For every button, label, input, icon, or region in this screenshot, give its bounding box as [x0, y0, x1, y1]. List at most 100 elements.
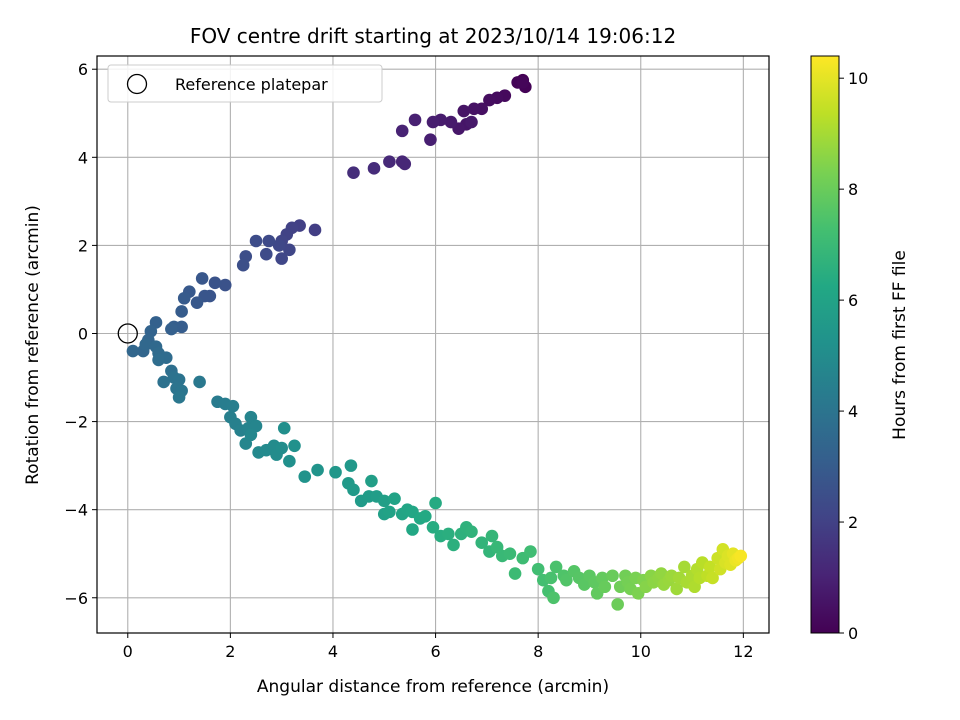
data-point: [467, 102, 481, 116]
legend-box: [107, 64, 383, 103]
data-point: [678, 560, 691, 574]
data-point: [516, 76, 530, 89]
data-point: [308, 223, 322, 237]
x-tick-label: 12: [733, 642, 753, 661]
data-point: [408, 113, 422, 127]
colorbar-tick-label: 8: [848, 180, 858, 199]
data-point: [208, 276, 222, 290]
data-point: [442, 527, 455, 541]
data-point: [419, 509, 432, 523]
data-point: [447, 538, 460, 552]
data-point: [444, 115, 458, 129]
data-point: [249, 234, 263, 248]
data-point: [175, 305, 188, 318]
data-point: [365, 474, 378, 488]
data-point: [670, 582, 683, 596]
data-point: [195, 272, 209, 285]
data-point: [424, 133, 437, 146]
data-point: [547, 591, 560, 605]
data-point: [190, 296, 204, 309]
legend-entry-reference: Reference platepar: [175, 75, 328, 94]
data-point: [152, 353, 165, 367]
y-tick-label: 6: [78, 60, 88, 79]
x-tick-label: 0: [123, 642, 133, 661]
colorbar-tick-label: 10: [848, 69, 868, 88]
data-point: [611, 598, 624, 611]
data-point: [344, 459, 358, 472]
data-point: [193, 375, 206, 389]
data-point: [383, 155, 396, 169]
y-tick-label: 4: [78, 148, 88, 167]
data-point: [277, 421, 291, 435]
data-point: [288, 439, 301, 453]
data-point: [172, 391, 186, 404]
data-point: [272, 239, 286, 252]
data-point: [734, 549, 748, 563]
data-point: [485, 529, 499, 543]
x-tick-label: 2: [225, 642, 235, 661]
data-point: [383, 505, 396, 519]
data-point: [275, 252, 288, 265]
data-point: [426, 520, 440, 534]
data-point: [262, 234, 276, 248]
data-point: [218, 278, 232, 292]
y-axis-label: Rotation from reference (arcmin): [23, 205, 43, 485]
data-point: [606, 569, 619, 583]
x-axis-ticks: 0 2 4 6 8 10 12: [123, 633, 754, 661]
plot-frame: [96, 55, 770, 634]
reference-platepar-point: [117, 323, 138, 344]
data-point: [283, 243, 296, 257]
colorbar-tick-label: 2: [848, 513, 858, 532]
data-point: [398, 157, 412, 171]
data-point: [165, 322, 178, 336]
data-point: [311, 463, 324, 477]
legend-reference-marker: [126, 73, 148, 95]
colorbar-gradient: [810, 55, 840, 634]
reference-marker: [117, 323, 138, 344]
colorbar: 0 2 4 6 8 10 Hours from first FF file: [810, 55, 910, 643]
data-point: [377, 494, 391, 508]
data-point: [126, 344, 140, 358]
data-point: [560, 573, 573, 587]
data-point: [329, 465, 342, 479]
colorbar-tick-label: 0: [848, 624, 858, 643]
data-point: [706, 571, 719, 585]
data-point: [259, 247, 273, 261]
data-point: [549, 560, 563, 574]
data-point: [177, 291, 191, 305]
x-tick-label: 10: [631, 642, 651, 661]
data-point: [503, 547, 517, 561]
data-point: [388, 492, 401, 505]
data-point: [139, 338, 153, 351]
colorbar-tick-label: 6: [848, 291, 858, 310]
x-tick-label: 4: [328, 642, 338, 661]
data-point: [275, 441, 288, 455]
data-point: [465, 525, 478, 538]
data-point: [367, 162, 381, 175]
y-tick-label: 2: [78, 236, 88, 255]
y-tick-label: −4: [64, 501, 88, 520]
data-point: [508, 567, 522, 580]
data-point: [298, 470, 312, 483]
data-point: [426, 115, 440, 129]
data-point: [524, 545, 537, 558]
y-tick-label: −2: [64, 413, 88, 432]
x-axis-label: Angular distance from reference (arcmin): [257, 677, 609, 697]
y-axis-ticks: −6 −4 −2 0 2 4 6: [64, 60, 97, 608]
colorbar-ticks: 0 2 4 6 8 10: [839, 69, 868, 643]
data-point: [244, 428, 258, 442]
data-point: [283, 454, 296, 468]
data-point: [395, 124, 409, 138]
data-point: [598, 580, 612, 594]
x-tick-label: 8: [533, 642, 543, 661]
data-point: [475, 536, 489, 550]
grid-lines: [97, 56, 769, 633]
colorbar-label: Hours from first FF file: [890, 250, 910, 440]
data-point: [226, 399, 240, 413]
data-point: [531, 562, 545, 576]
data-points: [126, 73, 748, 611]
y-tick-label: −6: [64, 589, 88, 608]
chart-title: FOV centre drift starting at 2023/10/14 …: [190, 24, 676, 48]
colorbar-tick-label: 4: [848, 402, 858, 421]
data-point: [347, 483, 360, 497]
